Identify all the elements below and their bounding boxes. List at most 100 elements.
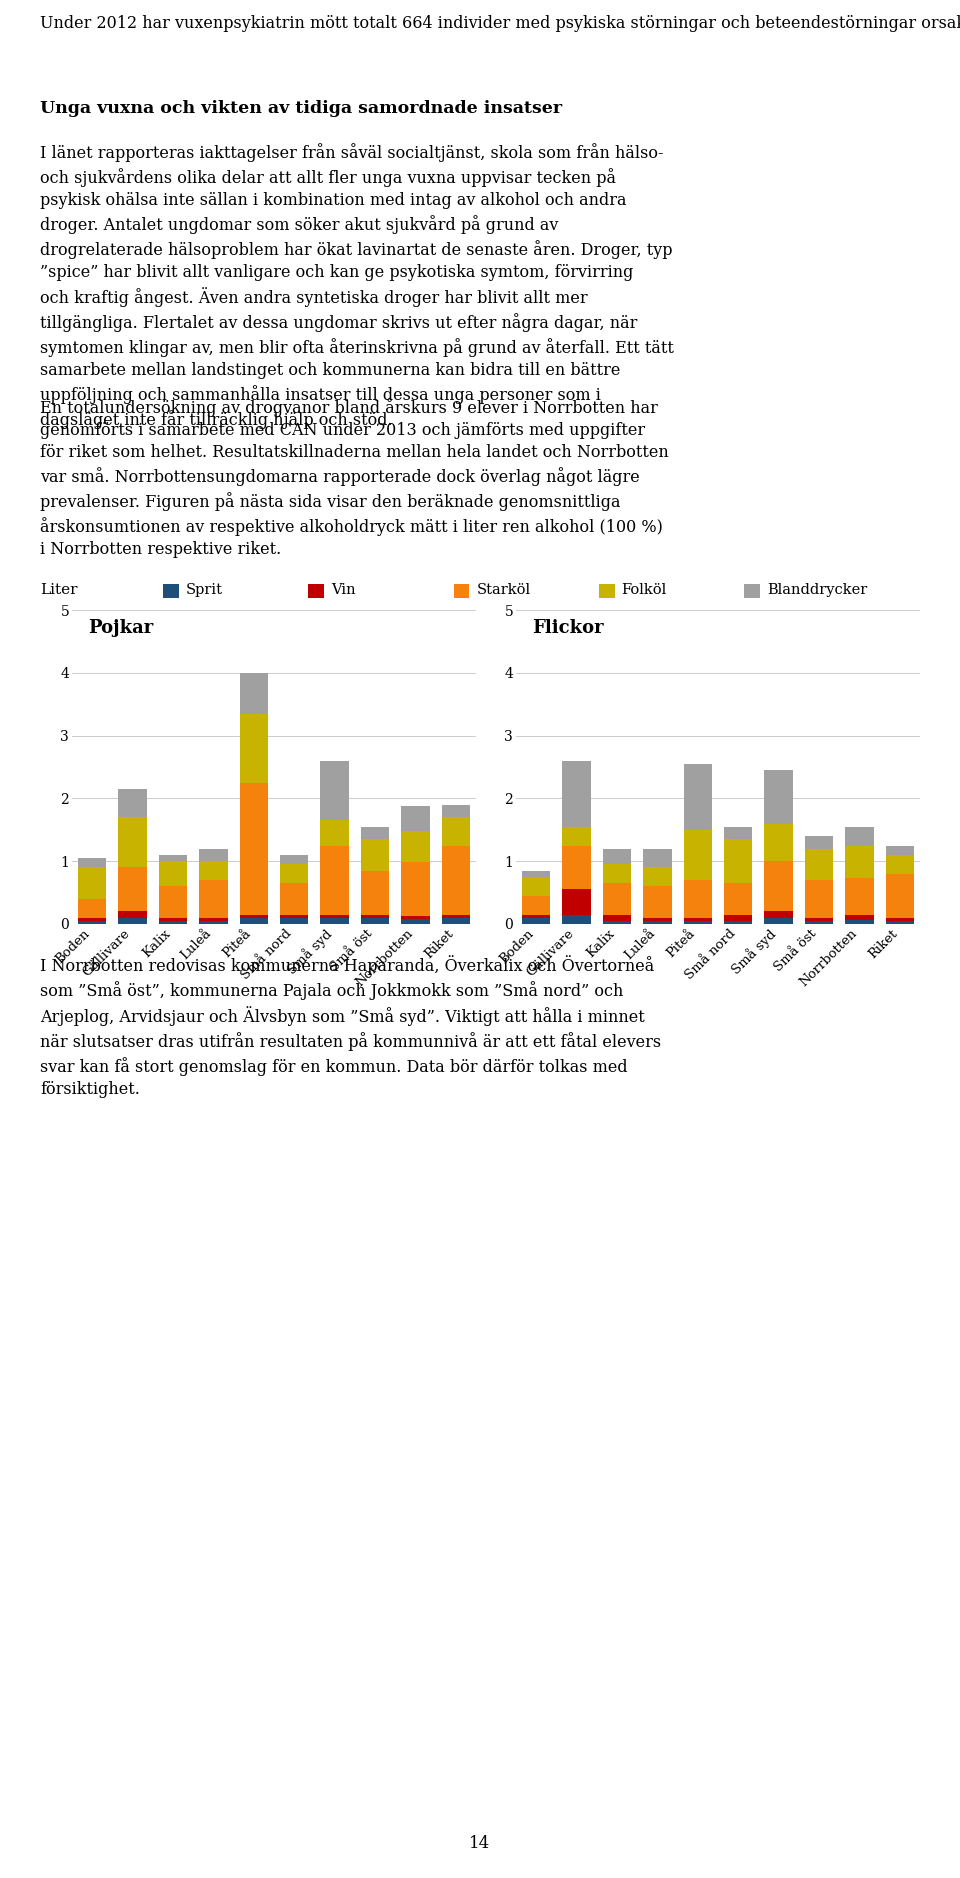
Bar — [522, 896, 550, 915]
Bar — [361, 918, 389, 924]
Text: Sprit: Sprit — [186, 582, 223, 597]
Bar — [280, 883, 308, 915]
Bar — [522, 918, 550, 924]
Bar — [724, 883, 753, 915]
Text: Flickor: Flickor — [532, 620, 604, 637]
Bar — [684, 764, 712, 830]
Bar — [603, 883, 631, 915]
Bar — [321, 845, 348, 915]
Bar — [886, 845, 914, 854]
Bar — [78, 868, 107, 900]
Bar — [643, 886, 672, 918]
Bar — [643, 920, 672, 924]
Bar — [643, 849, 672, 868]
Bar — [603, 864, 631, 883]
Bar — [280, 854, 308, 864]
Bar — [764, 918, 793, 924]
Bar — [401, 918, 429, 924]
Bar — [361, 915, 389, 918]
Bar — [240, 672, 268, 714]
Bar — [684, 920, 712, 924]
Bar — [158, 854, 187, 862]
Text: Starköl: Starköl — [476, 582, 531, 597]
Bar — [321, 821, 348, 845]
Bar — [401, 832, 429, 862]
Bar — [321, 915, 348, 918]
Text: I länet rapporteras iakttagelser från såväl socialtjänst, skola som från hälso-
: I länet rapporteras iakttagelser från så… — [40, 143, 674, 428]
Text: 14: 14 — [469, 1835, 491, 1852]
Bar — [280, 864, 308, 883]
Bar — [200, 881, 228, 918]
Text: I Norrbotten redovisas kommunerna Haparanda, Överkalix och Övertorneå
som ”Små ö: I Norrbotten redovisas kommunerna Hapara… — [40, 956, 661, 1099]
Bar — [442, 918, 470, 924]
Bar — [643, 918, 672, 920]
Bar — [804, 918, 833, 920]
Bar — [804, 836, 833, 849]
Bar — [118, 789, 147, 817]
Text: Vin: Vin — [331, 582, 356, 597]
Bar — [886, 920, 914, 924]
Bar — [804, 849, 833, 881]
Bar — [684, 918, 712, 920]
Bar — [118, 911, 147, 918]
Text: Unga vuxna och vikten av tidiga samordnade insatser: Unga vuxna och vikten av tidiga samordna… — [40, 100, 563, 116]
Bar — [401, 862, 429, 916]
Bar — [886, 918, 914, 920]
Bar — [522, 871, 550, 877]
Bar — [240, 918, 268, 924]
Bar — [308, 584, 324, 597]
Bar — [401, 916, 429, 918]
Bar — [158, 918, 187, 920]
Bar — [200, 862, 228, 881]
Bar — [603, 920, 631, 924]
Bar — [599, 584, 614, 597]
Bar — [200, 918, 228, 920]
Bar — [845, 828, 874, 847]
Bar — [118, 868, 147, 911]
Bar — [724, 826, 753, 839]
Bar — [200, 849, 228, 862]
Bar — [361, 826, 389, 839]
Bar — [845, 847, 874, 877]
Bar — [886, 854, 914, 873]
Bar — [764, 862, 793, 911]
Bar — [724, 915, 753, 920]
Bar — [163, 584, 179, 597]
Bar — [361, 839, 389, 871]
Bar — [684, 881, 712, 918]
Bar — [78, 858, 107, 868]
Bar — [118, 918, 147, 924]
Bar — [845, 915, 874, 920]
Bar — [361, 871, 389, 915]
Bar — [563, 915, 590, 924]
Bar — [764, 824, 793, 862]
Text: Folköl: Folköl — [622, 582, 667, 597]
Bar — [280, 918, 308, 924]
Bar — [158, 862, 187, 886]
Bar — [442, 915, 470, 918]
Bar — [804, 881, 833, 918]
Bar — [804, 920, 833, 924]
Bar — [684, 830, 712, 881]
Bar — [280, 915, 308, 918]
Bar — [78, 900, 107, 918]
Text: Under 2012 har vuxenpsykiatrin mött totalt 664 individer med psykiska störningar: Under 2012 har vuxenpsykiatrin mött tota… — [40, 15, 960, 32]
Bar — [321, 761, 348, 821]
Bar — [78, 920, 107, 924]
Bar — [603, 915, 631, 920]
Bar — [321, 918, 348, 924]
Bar — [240, 915, 268, 918]
Bar — [724, 920, 753, 924]
Bar — [442, 804, 470, 817]
Bar — [744, 584, 760, 597]
Bar — [158, 886, 187, 918]
Bar — [522, 915, 550, 918]
Bar — [453, 584, 469, 597]
Bar — [78, 918, 107, 920]
Bar — [563, 761, 590, 826]
Bar — [886, 873, 914, 918]
Bar — [764, 911, 793, 918]
Bar — [845, 920, 874, 924]
Bar — [563, 845, 590, 890]
Bar — [764, 770, 793, 824]
